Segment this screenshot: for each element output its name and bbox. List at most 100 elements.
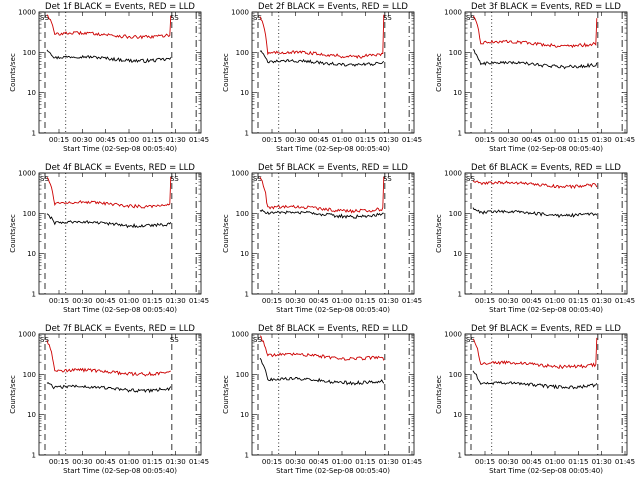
lld-series-line [259, 14, 385, 59]
plot-panel: Det 5f BLACK = Events, RED = LLD 1 10 100 10… [222, 163, 422, 314]
y-axis-label: Counts/sec [435, 375, 443, 414]
y-tick-label: 100 [449, 49, 462, 57]
y-tick-label: 100 [23, 49, 36, 57]
y-tick-label: 10 [27, 89, 36, 97]
plot-panel: Det 4f BLACK = Events, RED = LLD 1 10 100 10… [9, 163, 209, 314]
x-tick-label: 00:45 [522, 297, 542, 305]
marker-label: SS [466, 175, 475, 183]
lld-series-line [259, 176, 385, 214]
y-tick-label: 100 [449, 371, 462, 379]
y-tick-label: 1 [458, 452, 462, 460]
x-tick-label: 01:30 [166, 297, 186, 305]
x-tick-label: 00:30 [285, 136, 305, 144]
y-tick-label: 100 [449, 210, 462, 218]
x-tick-label: 01:45 [402, 297, 422, 305]
y-tick-label: 1000 [18, 331, 36, 339]
x-tick-label: 00:15 [49, 136, 69, 144]
y-tick-label: 10 [453, 411, 462, 419]
plot-panel: Det 9f BLACK = Events, RED = LLD 1 10 100 10… [435, 324, 635, 475]
y-tick-label: 1 [245, 130, 249, 138]
y-axis-label: Counts/sec [222, 53, 230, 92]
marker-label: SS [253, 336, 262, 344]
y-tick-label: 100 [236, 49, 249, 57]
x-tick-label: 00:15 [475, 136, 495, 144]
x-tick-label: 00:30 [285, 297, 305, 305]
x-tick-label: 00:30 [72, 458, 92, 466]
plot-title: Det 5f BLACK = Events, RED = LLD [258, 163, 408, 173]
marker-label: SS [383, 14, 392, 22]
events-series-line [46, 49, 172, 64]
x-axis-label: Start Time (02-Sep-08 00:05:40) [276, 467, 390, 475]
marker-label: SS [253, 175, 262, 183]
x-tick-label: 00:45 [309, 297, 329, 305]
plot-title: Det 8f BLACK = Events, RED = LLD [258, 324, 408, 334]
y-tick-label: 1000 [444, 331, 462, 339]
lld-series-line [46, 340, 171, 377]
y-axis-label: Counts/sec [435, 53, 443, 92]
y-tick-label: 10 [453, 250, 462, 258]
plot-title: Det 9f BLACK = Events, RED = LLD [471, 324, 621, 334]
x-tick-label: 01:45 [615, 297, 635, 305]
x-axis-label: Start Time (02-Sep-08 00:05:40) [276, 306, 390, 314]
x-tick-label: 01:15 [142, 458, 162, 466]
x-tick-label: 01:15 [568, 136, 588, 144]
y-tick-label: 10 [240, 89, 249, 97]
x-tick-label: 01:00 [545, 458, 565, 466]
events-series-line [472, 49, 598, 70]
x-tick-label: 01:30 [379, 136, 399, 144]
x-tick-label: 00:15 [49, 458, 69, 466]
y-axis-label: Counts/sec [9, 53, 17, 92]
plot-frame [38, 11, 202, 134]
plot-frame [38, 333, 202, 456]
x-tick-label: 01:30 [379, 458, 399, 466]
marker-label: SS [170, 336, 179, 344]
x-tick-label: 00:15 [262, 458, 282, 466]
x-tick-label: 01:15 [568, 297, 588, 305]
y-tick-label: 1000 [444, 9, 462, 17]
x-tick-label: 01:45 [189, 458, 209, 466]
plot-frame [464, 172, 628, 295]
y-tick-label: 1000 [231, 170, 249, 178]
y-tick-label: 1 [32, 452, 36, 460]
lld-series-line [46, 14, 172, 40]
plot-panel: Det 1f BLACK = Events, RED = LLD 1 10 100 10… [9, 2, 209, 153]
x-tick-label: 00:30 [285, 458, 305, 466]
events-series-line [259, 209, 384, 219]
x-tick-label: 00:30 [498, 297, 518, 305]
x-tick-label: 01:30 [592, 458, 612, 466]
x-tick-label: 00:30 [498, 458, 518, 466]
x-tick-label: 01:30 [379, 297, 399, 305]
marker-label: SS [170, 14, 179, 22]
y-tick-label: 10 [27, 250, 36, 258]
x-tick-label: 01:00 [545, 136, 565, 144]
events-series-line [472, 370, 598, 390]
x-tick-label: 01:00 [545, 297, 565, 305]
marker-label: SS [40, 175, 49, 183]
y-tick-label: 1000 [18, 9, 36, 17]
x-axis-label: Start Time (02-Sep-08 00:05:40) [63, 145, 177, 153]
y-tick-label: 1 [458, 130, 462, 138]
plot-panel: Det 2f BLACK = Events, RED = LLD 1 10 100 10… [222, 2, 422, 153]
plot-frame [464, 333, 628, 456]
x-tick-label: 01:15 [142, 297, 162, 305]
x-axis-label: Start Time (02-Sep-08 00:05:40) [276, 145, 390, 153]
y-tick-label: 10 [240, 250, 249, 258]
x-tick-label: 01:45 [402, 458, 422, 466]
lld-series-line [472, 337, 598, 370]
x-tick-label: 01:00 [119, 458, 139, 466]
marker-label: SS [253, 14, 262, 22]
x-axis-label: Start Time (02-Sep-08 00:05:40) [489, 306, 603, 314]
lld-series-line [472, 16, 598, 49]
marker-label: SS [466, 14, 475, 22]
y-tick-label: 1 [32, 130, 36, 138]
x-tick-label: 00:45 [522, 458, 542, 466]
y-tick-label: 1 [245, 291, 249, 299]
plot-panel: Det 8f BLACK = Events, RED = LLD 1 10 100 10… [222, 324, 422, 475]
plot-title: Det 4f BLACK = Events, RED = LLD [45, 163, 195, 173]
x-tick-label: 01:45 [615, 458, 635, 466]
x-tick-label: 00:15 [262, 297, 282, 305]
events-series-line [259, 50, 385, 67]
y-tick-label: 1 [245, 452, 249, 460]
plot-panel: Det 7f BLACK = Events, RED = LLD 1 10 100 10… [9, 324, 209, 475]
y-axis-label: Counts/sec [9, 214, 17, 253]
